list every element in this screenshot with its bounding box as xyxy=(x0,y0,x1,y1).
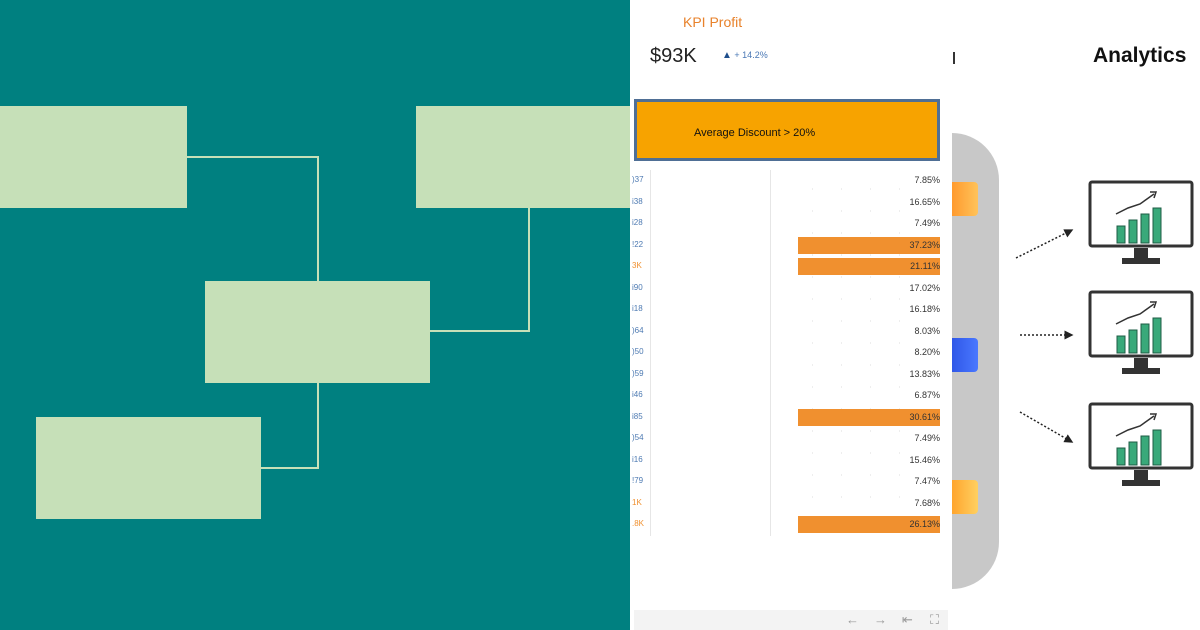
table-row[interactable]: i38 16.65% xyxy=(630,192,952,214)
row-id: )64 xyxy=(632,325,644,335)
discount-table: )37 7.85% i38 16.65% i28 7.49% !22 37.23% 3K 21.1… xyxy=(630,170,952,540)
row-id: i28 xyxy=(632,218,643,227)
row-id: )54 xyxy=(632,433,644,442)
discount-percent: 8.03% xyxy=(914,325,940,336)
row-id: )59 xyxy=(632,368,644,378)
dashboard-panel: KPI Profit $93K ▲ + 14.2% Average Discou… xyxy=(630,0,952,630)
table-row[interactable]: !22 37.23% xyxy=(630,235,952,257)
yellow-cube-icon xyxy=(952,480,978,514)
flow-arrows xyxy=(1015,229,1074,443)
table-row[interactable]: i90 17.02% xyxy=(630,278,952,300)
title-fragment xyxy=(953,52,955,64)
discount-percent: 7.68% xyxy=(914,497,940,508)
column-divider xyxy=(650,170,651,536)
column-divider xyxy=(770,170,771,536)
analytics-title: Analytics xyxy=(1093,44,1187,67)
orange-cube-icon xyxy=(952,182,978,216)
dotted-arrow-icon xyxy=(1015,229,1074,259)
row-id: !79 xyxy=(632,476,644,485)
fullscreen-icon[interactable]: ⛶ xyxy=(930,612,940,627)
discount-percent: 37.23% xyxy=(909,239,940,250)
navigation-bar: ← → ⇤ ⛶ xyxy=(634,610,948,630)
row-id: i16 xyxy=(632,454,643,464)
table-row[interactable]: i28 7.49% xyxy=(630,213,952,235)
discount-percent: 15.46% xyxy=(909,454,940,465)
flow-box-bottom-left xyxy=(36,417,261,519)
alert-text: Average Discount > 20% xyxy=(694,127,816,139)
discount-percent: 8.20% xyxy=(914,347,940,357)
discount-percent: 17.02% xyxy=(909,282,940,293)
highlight-bar xyxy=(798,408,940,426)
forward-arrow-icon[interactable]: → xyxy=(874,612,887,627)
discount-percent: 7.85% xyxy=(914,175,940,185)
discount-percent: 7.47% xyxy=(914,476,940,486)
kpi-title: KPI Profit xyxy=(683,14,743,30)
grid-dots xyxy=(798,170,918,536)
monitor-chart-icon xyxy=(1088,180,1194,264)
kpi-delta-value: + 14.2% xyxy=(734,50,768,60)
discount-percent: 7.49% xyxy=(914,218,940,228)
table-row[interactable]: 3K 21.11% xyxy=(630,256,952,278)
highlight-bar xyxy=(798,258,940,275)
table-row[interactable]: i16 15.46% xyxy=(630,450,952,472)
row-id: !22 xyxy=(632,239,644,249)
flow-box-top-right xyxy=(416,106,630,208)
table-row[interactable]: )64 8.03% xyxy=(630,321,952,343)
row-id: i18 xyxy=(632,304,643,313)
discount-percent: 21.11% xyxy=(910,261,940,271)
table-row[interactable]: )54 7.49% xyxy=(630,428,952,450)
row-id: i46 xyxy=(632,390,643,399)
table-row[interactable]: )50 8.20% xyxy=(630,342,952,364)
row-id: )37 xyxy=(632,175,644,184)
highlight-bar xyxy=(798,516,940,533)
row-id: 3K xyxy=(632,261,642,270)
flowchart-connectors xyxy=(187,156,530,469)
flowchart-panel xyxy=(0,0,630,630)
monitor-chart-icon xyxy=(1088,290,1194,374)
discount-percent: 16.18% xyxy=(909,304,940,314)
flow-box-top-left xyxy=(0,106,187,208)
table-row[interactable]: .8K 26.13% xyxy=(630,514,952,536)
blue-cube-icon xyxy=(952,338,978,372)
row-id: i38 xyxy=(632,196,643,206)
row-id: 1K xyxy=(632,497,642,507)
kpi-value: $93K xyxy=(650,45,697,67)
table-row[interactable]: i18 16.18% xyxy=(630,299,952,321)
table-row[interactable]: !79 7.47% xyxy=(630,471,952,493)
flow-box-center xyxy=(205,281,430,383)
monitor-chart-icon xyxy=(1088,402,1194,486)
up-triangle-icon: ▲ xyxy=(722,50,732,61)
analytics-panel: Analytics xyxy=(952,0,1200,630)
first-page-icon[interactable]: ⇤ xyxy=(902,612,913,627)
table-row[interactable]: i46 6.87% xyxy=(630,385,952,407)
dotted-arrow-icon xyxy=(1019,411,1074,443)
table-row[interactable]: 1K 7.68% xyxy=(630,493,952,515)
discount-percent: 13.83% xyxy=(909,368,940,379)
discount-percent: 16.65% xyxy=(909,196,940,207)
table-row[interactable]: )59 13.83% xyxy=(630,364,952,386)
row-id: )50 xyxy=(632,347,644,356)
kpi-delta: ▲ + 14.2% xyxy=(722,50,768,61)
alert-banner[interactable]: Average Discount > 20% xyxy=(634,99,940,161)
table-row[interactable]: )37 7.85% xyxy=(630,170,952,192)
discount-percent: 7.49% xyxy=(914,433,940,443)
discount-percent: 6.87% xyxy=(914,390,940,400)
back-arrow-icon[interactable]: ← xyxy=(846,612,859,627)
row-id: i90 xyxy=(632,282,643,292)
table-row[interactable]: i85 30.61% xyxy=(630,407,952,429)
row-id: .8K xyxy=(632,519,645,528)
highlight-bar xyxy=(798,236,940,254)
row-id: i85 xyxy=(632,411,643,421)
discount-percent: 26.13% xyxy=(909,519,940,529)
discount-percent: 30.61% xyxy=(909,411,940,422)
